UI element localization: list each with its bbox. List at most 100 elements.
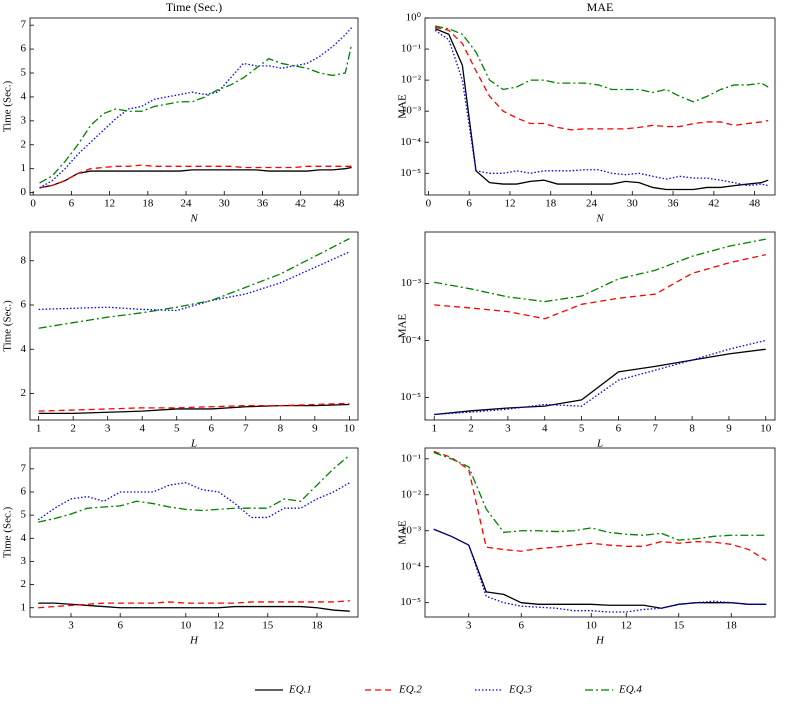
y-axis-label: MAE — [397, 94, 409, 119]
series-line: EQ.3 — [37, 482, 351, 521]
x-tick-label: 9 — [312, 423, 318, 435]
x-tick-label: 10 — [344, 423, 356, 435]
x-tick-label: 4 — [139, 423, 145, 435]
y-tick-label: 6 — [21, 43, 27, 55]
x-tick-label: 18 — [312, 620, 324, 632]
x-tick-label: 8 — [278, 423, 284, 435]
series-line: EQ.3 — [434, 29, 769, 187]
plot-frame — [29, 17, 359, 196]
panel-title: MAE — [587, 0, 614, 14]
series-line: EQ.4 — [39, 44, 353, 184]
x-tick-label: 3 — [505, 423, 511, 435]
legend-label: EQ.4 — [618, 684, 642, 696]
y-tick-label: 1 — [21, 162, 27, 174]
x-tick-label: 6 — [466, 198, 472, 210]
series-line: EQ.2 — [433, 450, 767, 561]
series-line: EQ.1 — [434, 348, 766, 416]
y-tick-label: 6 — [21, 299, 27, 311]
y-tick-label: 4 — [21, 343, 27, 355]
series-line: EQ.4 — [435, 25, 769, 103]
x-tick-label: 7 — [243, 423, 249, 435]
y-tick-label: 7 — [21, 19, 27, 31]
x-axis-label: L — [596, 438, 603, 450]
y-tick-label: 2 — [21, 578, 27, 590]
series-line: EQ.4 — [38, 454, 351, 523]
x-tick-label: 30 — [219, 198, 231, 210]
x-tick-label: 0 — [426, 198, 432, 210]
x-tick-label: 6 — [209, 423, 215, 435]
series-line: EQ.2 — [39, 164, 352, 189]
y-tick-label: 0 — [21, 186, 27, 198]
y-tick-label: 3 — [21, 114, 27, 126]
y-tick-label: 10⁻⁴ — [400, 334, 421, 346]
x-tick-label: 6 — [616, 423, 622, 435]
y-tick-label: 4 — [21, 532, 27, 544]
x-tick-label: 24 — [586, 198, 598, 210]
plot-frame — [29, 231, 359, 421]
y-tick-label: 1 — [21, 601, 27, 613]
x-axis-label: L — [190, 438, 197, 450]
legend-label: EQ.1 — [288, 684, 312, 696]
x-tick-label: 12 — [621, 620, 632, 632]
x-tick-label: 15 — [262, 620, 274, 632]
x-tick-label: 1 — [36, 423, 42, 435]
x-tick-label: 1 — [431, 423, 437, 435]
x-tick-label: 42 — [708, 198, 719, 210]
x-tick-label: 10 — [180, 620, 192, 632]
x-tick-label: 18 — [142, 198, 154, 210]
series-line: EQ.1 — [38, 602, 350, 612]
y-tick-label: 7 — [21, 462, 27, 474]
y-tick-label: 10⁻⁵ — [400, 391, 421, 403]
series-line: EQ.3 — [433, 528, 767, 613]
x-tick-label: 48 — [333, 198, 345, 210]
y-tick-label: 10⁻² — [401, 488, 422, 500]
series-line: EQ.4 — [433, 451, 767, 541]
y-tick-label: 2 — [21, 387, 27, 399]
y-tick-label: 3 — [21, 555, 27, 567]
y-tick-label: 10⁻³ — [401, 277, 422, 289]
series-line: EQ.3 — [434, 339, 766, 416]
y-axis-label: MAE — [397, 314, 409, 339]
y-tick-label: 10⁻⁵ — [400, 596, 421, 608]
plot-frame — [424, 231, 776, 421]
x-tick-label: 24 — [181, 198, 193, 210]
series-line: EQ.1 — [434, 28, 769, 191]
y-tick-label: 2 — [21, 138, 27, 150]
y-tick-label: 5 — [21, 67, 27, 79]
series-line: EQ.4 — [38, 238, 350, 329]
legend-label: EQ.2 — [398, 684, 422, 696]
x-tick-label: 8 — [689, 423, 695, 435]
y-axis-label: MAE — [397, 520, 409, 545]
x-tick-label: 9 — [726, 423, 732, 435]
panel-title: Time (Sec.) — [166, 0, 222, 14]
x-tick-label: 15 — [673, 620, 685, 632]
x-tick-label: 12 — [504, 198, 515, 210]
series-line: EQ.1 — [39, 166, 352, 189]
series-line: EQ.3 — [38, 251, 350, 312]
x-tick-label: 3 — [466, 620, 472, 632]
y-axis-label: Time (Sec.) — [2, 300, 14, 352]
plot-frame — [424, 447, 776, 618]
x-tick-label: 5 — [174, 423, 180, 435]
y-tick-label: 10⁻¹ — [401, 452, 421, 464]
y-tick-label: 5 — [21, 509, 27, 521]
y-tick-label: 10⁻⁴ — [400, 560, 421, 572]
x-tick-label: 2 — [70, 423, 76, 435]
y-axis-label: Time (Sec.) — [2, 80, 14, 132]
x-tick-label: 6 — [69, 198, 75, 210]
plot-frame — [29, 447, 359, 618]
x-axis-label: N — [595, 213, 604, 225]
y-tick-label: 10⁻³ — [401, 105, 422, 117]
x-tick-label: 18 — [726, 620, 738, 632]
series-line: EQ.4 — [434, 238, 766, 303]
x-axis-label: H — [595, 635, 605, 647]
x-axis-label: H — [189, 635, 199, 647]
x-tick-label: 10 — [760, 423, 772, 435]
x-tick-label: 2 — [468, 423, 474, 435]
x-tick-label: 36 — [668, 198, 680, 210]
x-axis-label: N — [189, 213, 198, 225]
y-tick-label: 10⁰ — [406, 12, 422, 24]
x-tick-label: 0 — [30, 198, 36, 210]
series-line: EQ.2 — [435, 26, 769, 131]
x-tick-label: 4 — [542, 423, 548, 435]
